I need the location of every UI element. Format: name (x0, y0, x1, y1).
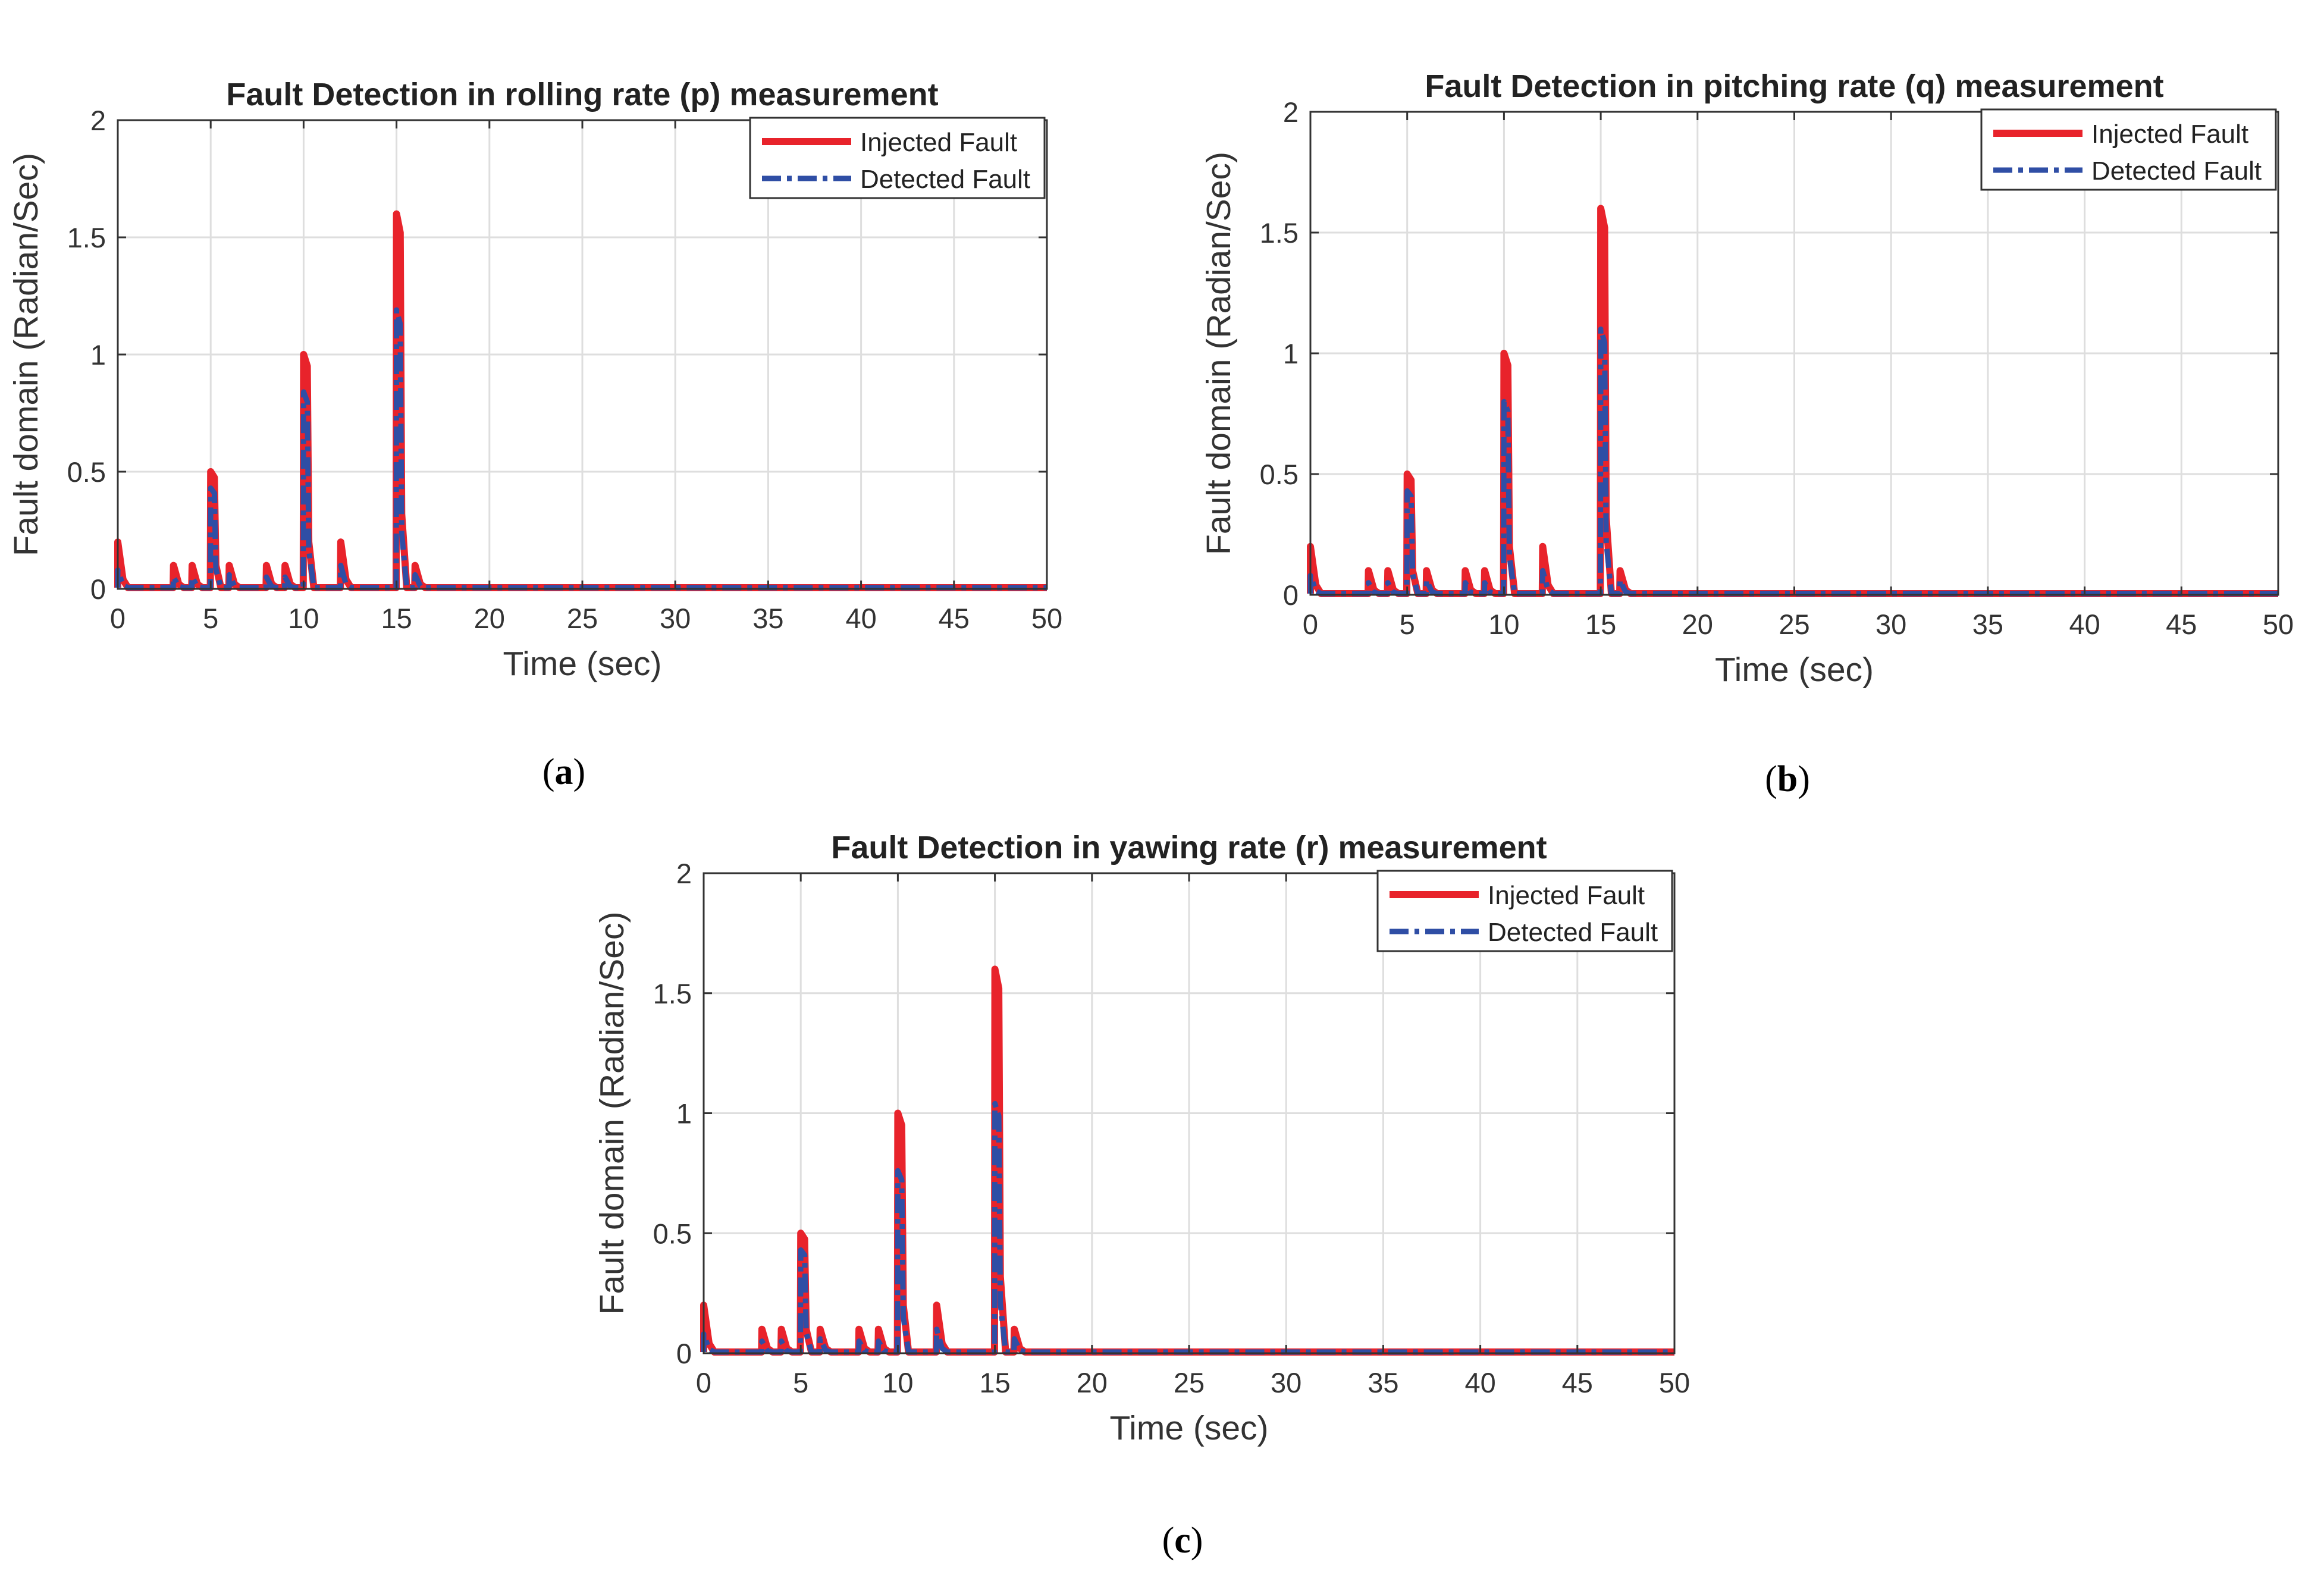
x-tick-label: 25 (567, 603, 598, 634)
x-tick-label: 10 (882, 1367, 913, 1398)
y-tick-label: 0.5 (67, 456, 106, 488)
y-axis-label: Fault domain (Radian/Sec) (1200, 152, 1238, 555)
chart-c: 0 5 10 15 20 25 30 35 40 45 50 0 0.5 1 1.5 2 Time (sec) F… (593, 830, 1690, 1561)
legend: Injected Fault Detected Fault (749, 117, 1046, 199)
chart-title: Fault Detection in pitching rate (q) mea… (1425, 68, 2163, 104)
x-tick-label: 35 (752, 603, 783, 634)
panel-label: (c) (1162, 1520, 1203, 1561)
y-tick-label: 0.5 (653, 1218, 692, 1249)
legend-label: Injected Fault (2091, 120, 2248, 149)
x-tick-label: 10 (1488, 608, 1519, 640)
panel-label: (b) (1765, 759, 1810, 799)
panel-label: (a) (542, 752, 585, 792)
y-tick-label: 1.5 (1260, 217, 1299, 249)
x-tick-label: 5 (1400, 608, 1415, 640)
chart-title: Fault Detection in rolling rate (p) meas… (226, 77, 938, 112)
y-tick-label: 1.5 (653, 978, 692, 1009)
x-tick-label: 15 (979, 1367, 1010, 1398)
x-tick-label: 45 (2166, 608, 2197, 640)
x-tick-label: 30 (1875, 608, 1906, 640)
chart-b: 0 5 10 15 20 25 30 35 40 45 50 0 0.5 1 1.5 2 Time (sec) F… (1200, 68, 2294, 799)
series-detected-fault (115, 307, 1047, 591)
y-axis-label: Fault domain (Radian/Sec) (593, 912, 631, 1315)
y-tick-label: 1 (90, 339, 106, 371)
x-tick-label: 10 (288, 603, 319, 634)
x-tick-label: 20 (1682, 608, 1713, 640)
x-tick-label: 40 (2069, 608, 2100, 640)
x-tick-label: 35 (1972, 608, 2003, 640)
legend-label: Detected Fault (2091, 156, 2262, 186)
x-tick-label: 0 (696, 1367, 711, 1398)
chart-title: Fault Detection in yawing rate (r) measu… (831, 830, 1547, 865)
y-tick-label: 2 (90, 105, 106, 136)
x-axis-label: Time (sec) (1715, 651, 1874, 689)
y-tick-label: 0 (1283, 579, 1299, 611)
x-tick-label: 5 (203, 603, 218, 634)
legend: Injected Fault Detected Fault (1376, 870, 1673, 952)
y-tick-label: 2 (676, 858, 692, 889)
x-tick-label: 50 (1659, 1367, 1690, 1398)
legend-label: Detected Fault (860, 165, 1030, 194)
x-tick-label: 20 (1077, 1367, 1108, 1398)
x-tick-label: 45 (1562, 1367, 1593, 1398)
y-axis-label: Fault domain (Radian/Sec) (7, 153, 45, 556)
x-tick-label: 45 (939, 603, 970, 634)
y-tick-label: 1.5 (67, 222, 106, 253)
x-tick-label: 50 (2263, 608, 2294, 640)
x-tick-label: 35 (1368, 1367, 1398, 1398)
series-detected-fault (1307, 326, 2278, 597)
x-tick-label: 0 (1303, 608, 1318, 640)
x-tick-label: 5 (793, 1367, 808, 1398)
legend-label: Injected Fault (860, 128, 1017, 157)
x-axis-label: Time (sec) (1109, 1409, 1268, 1447)
y-tick-label: 2 (1283, 96, 1299, 128)
chart-a: 0 5 10 15 20 25 30 35 40 45 50 0 0.5 1 1.5 2 Time (sec) F… (7, 77, 1062, 792)
y-tick-label: 0 (90, 573, 106, 605)
y-tick-label: 0.5 (1260, 459, 1299, 490)
x-tick-label: 30 (1271, 1367, 1301, 1398)
y-tick-label: 1 (1283, 338, 1299, 369)
x-tick-label: 40 (1464, 1367, 1495, 1398)
x-tick-label: 50 (1031, 603, 1062, 634)
series-detected-fault (701, 1100, 1674, 1355)
legend-label: Detected Fault (1488, 918, 1658, 947)
x-axis-label: Time (sec) (503, 645, 661, 683)
legend-box (749, 117, 1046, 199)
x-tick-label: 20 (474, 603, 505, 634)
x-tick-label: 40 (845, 603, 876, 634)
y-tick-label: 0 (676, 1338, 692, 1369)
x-tick-label: 25 (1174, 1367, 1205, 1398)
legend-label: Injected Fault (1488, 881, 1645, 910)
y-tick-label: 1 (676, 1098, 692, 1130)
legend: Injected Fault Detected Fault (1980, 108, 2277, 191)
x-tick-label: 15 (1585, 608, 1616, 640)
legend-box (1376, 870, 1673, 952)
x-tick-label: 30 (660, 603, 691, 634)
legend-box (1980, 108, 2277, 191)
x-tick-label: 15 (381, 603, 412, 634)
x-tick-label: 25 (1779, 608, 1809, 640)
x-tick-label: 0 (110, 603, 126, 634)
